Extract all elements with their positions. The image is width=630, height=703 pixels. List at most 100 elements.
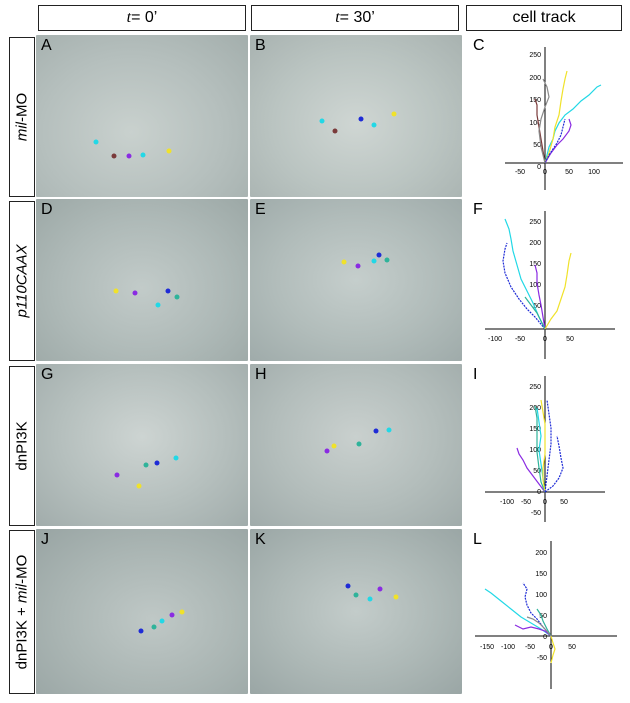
cell-dot-blue	[376, 252, 382, 258]
micrograph-panel-k: K	[250, 529, 462, 694]
panel-letter: L	[473, 531, 482, 548]
cell-dot-teal	[143, 462, 149, 468]
y-tick: 150	[529, 426, 541, 433]
x-tick: 50	[568, 644, 576, 651]
panel-letter: H	[255, 366, 267, 383]
y-tick: -50	[531, 510, 541, 517]
cell-dot-blue	[373, 428, 379, 434]
x-tick: 0	[549, 644, 553, 651]
micrograph-panel-d: D	[36, 199, 248, 361]
track-yellow	[544, 70, 568, 164]
header-t0: t = 0’	[38, 5, 246, 31]
panel-letter: F	[473, 201, 483, 218]
micrograph-panel-j: J	[36, 529, 248, 694]
row-label-italic: mil	[13, 583, 31, 604]
y-tick: 200	[529, 75, 541, 82]
track-teal	[536, 608, 552, 637]
row-label-dnpi3k-mil-mo: dnPI3K + mil-MO	[9, 530, 35, 694]
panel-letter: D	[41, 201, 53, 218]
y-tick: 0	[543, 634, 547, 641]
cell-track-plot: -50 0 50 100 250 200 150 100 50 0	[505, 47, 623, 190]
cell-dot-purple	[126, 153, 132, 159]
x-tick: 50	[560, 499, 568, 506]
x-tick: -100	[500, 499, 514, 506]
cell-dot-blue	[358, 116, 364, 122]
track-blue	[544, 118, 566, 164]
cell-dot-yellow	[331, 443, 337, 449]
panel-letter: A	[41, 37, 52, 54]
track-blue	[502, 242, 546, 330]
cell-track-plot: -150 -100 -50 0 50 200 150 100 50 0 -50	[475, 541, 617, 689]
panel-letter: B	[255, 37, 266, 54]
cell-dot-yellow	[391, 111, 397, 117]
cell-dot-purple	[377, 586, 383, 592]
cell-dot-teal	[151, 624, 157, 630]
y-tick: 100	[529, 120, 541, 127]
cell-dot-purple	[324, 448, 330, 454]
cell-dot-yellow	[113, 288, 119, 294]
y-tick: 50	[539, 613, 547, 620]
y-tick: 0	[537, 489, 541, 496]
y-tick: 200	[529, 240, 541, 247]
cell-dot-blue	[138, 628, 144, 634]
track-purple	[514, 624, 552, 637]
cell-dot-blue	[345, 583, 351, 589]
panel-letter: J	[41, 531, 49, 548]
cell-dot-cyan	[140, 152, 146, 158]
header-t30: t = 30’	[251, 5, 459, 31]
row-label-prefix: dnPI3K +	[13, 603, 31, 670]
cell-dot-cyan	[367, 596, 373, 602]
x-tick: 50	[565, 169, 573, 176]
y-tick: -50	[537, 655, 547, 662]
y-tick: 250	[529, 219, 541, 226]
track-yellow	[550, 635, 556, 664]
y-tick: 150	[529, 261, 541, 268]
cell-dot-purple	[169, 612, 175, 618]
cell-dot-cyan	[386, 427, 392, 433]
track-blue	[544, 435, 564, 493]
y-tick: 50	[533, 303, 541, 310]
x-tick: -50	[515, 336, 525, 343]
row-label-dnpi3k: dnPI3K	[9, 366, 35, 526]
y-tick: 250	[529, 52, 541, 59]
cell-dot-cyan	[93, 139, 99, 145]
cell-dot-yellow	[136, 483, 142, 489]
row-label-italic: mil	[13, 122, 31, 142]
cell-dot-teal	[384, 257, 390, 263]
cell-dot-blue	[154, 460, 160, 466]
micrograph-panel-h: H	[250, 364, 462, 526]
cell-track-panel-l: L -150 -100 -50 0 50 200 150 100 50 0 -5…	[465, 529, 625, 694]
cell-dot-cyan	[319, 118, 325, 124]
track-cyan	[504, 218, 546, 330]
x-tick: 0	[543, 499, 547, 506]
track-brown	[534, 98, 546, 164]
x-tick: -150	[480, 644, 494, 651]
track-blue-2	[544, 399, 552, 493]
x-tick: 0	[543, 169, 547, 176]
x-tick: 0	[543, 336, 547, 343]
panel-letter: G	[41, 366, 54, 383]
track-gray	[538, 78, 550, 164]
cell-track-plot: -100 -50 0 50 250 200 150 100 50 0 -50	[485, 376, 605, 522]
track-gray	[526, 616, 552, 637]
micrograph-panel-g: G	[36, 364, 248, 526]
x-tick: -100	[488, 336, 502, 343]
cell-dot-teal	[353, 592, 359, 598]
y-tick: 50	[533, 468, 541, 475]
track-cyan	[544, 84, 602, 164]
cell-track-panel-i: I -100 -50 0 50 250 200 150 100 50 0 -50	[465, 364, 625, 526]
cell-dot-cyan	[371, 258, 377, 264]
micrograph-panel-b: B	[250, 35, 462, 197]
track-purple	[516, 447, 546, 493]
y-tick: 250	[529, 384, 541, 391]
track-yellow	[540, 399, 546, 493]
cell-track-panel-f: F -100 -50 0 50 250 200 150 100 50	[465, 199, 625, 361]
cell-dot-blue	[165, 288, 171, 294]
header-cell-track-label: cell track	[512, 9, 576, 26]
micrograph-panel-e: E	[250, 199, 462, 361]
cell-dot-cyan	[159, 618, 165, 624]
y-tick: 100	[529, 447, 541, 454]
panel-letter: C	[473, 37, 485, 54]
x-tick: -50	[521, 499, 531, 506]
cell-track-plot: -100 -50 0 50 250 200 150 100 50	[485, 211, 615, 359]
